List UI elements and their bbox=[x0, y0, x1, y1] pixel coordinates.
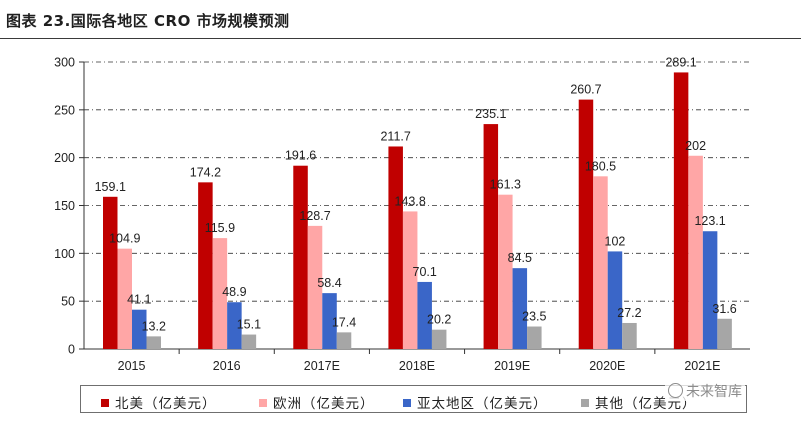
data-label: 260.7 bbox=[570, 83, 601, 97]
legend-swatch-europe bbox=[259, 399, 267, 407]
y-tick-label: 300 bbox=[54, 56, 75, 70]
wechat-icon bbox=[668, 383, 683, 398]
bar bbox=[103, 196, 118, 349]
bar bbox=[227, 302, 242, 349]
y-tick-label: 100 bbox=[54, 247, 75, 261]
x-tick-label: 2017E bbox=[304, 359, 340, 373]
bar bbox=[307, 225, 323, 349]
data-label: 289.1 bbox=[665, 55, 696, 69]
data-label: 159.1 bbox=[95, 180, 126, 194]
bar bbox=[212, 238, 228, 349]
bar bbox=[388, 146, 403, 349]
bar bbox=[117, 248, 132, 349]
bar bbox=[132, 309, 147, 349]
data-label: 31.6 bbox=[712, 302, 736, 316]
legend: 北美（亿美元） 欧洲（亿美元） 亚太地区（亿美元） 其他（亿美元） bbox=[80, 385, 747, 413]
legend-label-north-america: 北美（亿美元） bbox=[115, 396, 217, 412]
data-label: 211.7 bbox=[380, 129, 410, 143]
legend-swatch-asia-pacific bbox=[403, 399, 411, 407]
data-label: 123.1 bbox=[694, 214, 725, 228]
legend-item-europe: 欧洲（亿美元） bbox=[259, 392, 375, 412]
bar bbox=[431, 329, 447, 349]
bar bbox=[593, 176, 608, 349]
data-label: 128.7 bbox=[299, 209, 330, 223]
data-label: 27.2 bbox=[617, 306, 641, 320]
x-tick-label: 2018E bbox=[399, 359, 435, 373]
bar bbox=[498, 194, 513, 349]
x-tick-label: 2019E bbox=[494, 359, 530, 373]
title-divider bbox=[0, 38, 801, 39]
data-label: 48.9 bbox=[222, 285, 246, 299]
bar bbox=[702, 231, 718, 349]
data-label: 202 bbox=[685, 139, 706, 153]
bar bbox=[483, 124, 499, 349]
watermark: 未来智库 bbox=[665, 381, 745, 401]
data-label: 191.6 bbox=[285, 149, 316, 163]
data-label: 20.2 bbox=[427, 313, 451, 327]
data-label: 13.2 bbox=[142, 319, 166, 333]
data-label: 180.5 bbox=[585, 159, 616, 173]
bar bbox=[607, 251, 623, 349]
data-label: 104.9 bbox=[109, 232, 140, 246]
chart-title: 图表 23.国际各地区 CRO 市场规模预测 bbox=[6, 12, 290, 30]
data-label: 15.1 bbox=[237, 318, 261, 332]
legend-swatch-north-america bbox=[101, 399, 109, 407]
bar bbox=[293, 165, 308, 349]
y-tick-label: 150 bbox=[54, 199, 75, 213]
bar bbox=[402, 211, 418, 349]
bar bbox=[512, 268, 528, 349]
data-label: 161.3 bbox=[490, 178, 521, 192]
legend-item-asia-pacific: 亚太地区（亿美元） bbox=[403, 392, 548, 412]
bar bbox=[198, 182, 213, 349]
x-tick-label: 2021E bbox=[684, 359, 720, 373]
bar-chart: 0 50 100 150 200 250 300 2015 159.1 104.9 41.1 13.2… bbox=[54, 55, 750, 373]
data-label: 115.9 bbox=[205, 221, 235, 235]
data-label: 58.4 bbox=[317, 276, 341, 290]
data-label: 174.2 bbox=[190, 165, 221, 179]
data-label: 102 bbox=[605, 234, 626, 248]
bar bbox=[527, 326, 542, 349]
legend-item-north-america: 北美（亿美元） bbox=[101, 392, 217, 412]
x-tick-label: 2016 bbox=[213, 359, 241, 373]
legend-label-europe: 欧洲（亿美元） bbox=[273, 396, 375, 412]
bar bbox=[336, 332, 352, 349]
bar bbox=[717, 318, 732, 349]
data-label: 235.1 bbox=[475, 107, 506, 121]
x-tick-label: 2020E bbox=[589, 359, 625, 373]
bar bbox=[688, 155, 703, 349]
y-tick-label: 200 bbox=[54, 151, 75, 165]
bar bbox=[417, 281, 432, 349]
legend-swatch-other bbox=[581, 399, 589, 407]
y-tick-label: 50 bbox=[61, 295, 75, 309]
bar bbox=[578, 99, 594, 349]
bar bbox=[673, 72, 689, 349]
data-label: 70.1 bbox=[413, 265, 437, 279]
bar bbox=[241, 334, 257, 349]
y-tick-label: 0 bbox=[68, 343, 75, 357]
bar bbox=[322, 293, 337, 349]
data-label: 143.8 bbox=[395, 194, 426, 208]
bar bbox=[146, 336, 161, 349]
y-tick-label: 250 bbox=[54, 103, 75, 117]
data-label: 84.5 bbox=[508, 251, 532, 265]
x-tick-label: 2015 bbox=[118, 359, 146, 373]
legend-label-asia-pacific: 亚太地区（亿美元） bbox=[417, 396, 548, 412]
watermark-text: 未来智库 bbox=[686, 384, 742, 400]
data-label: 41.1 bbox=[127, 293, 151, 307]
bar bbox=[622, 322, 637, 349]
data-label: 17.4 bbox=[332, 315, 356, 329]
data-label: 23.5 bbox=[522, 310, 546, 324]
